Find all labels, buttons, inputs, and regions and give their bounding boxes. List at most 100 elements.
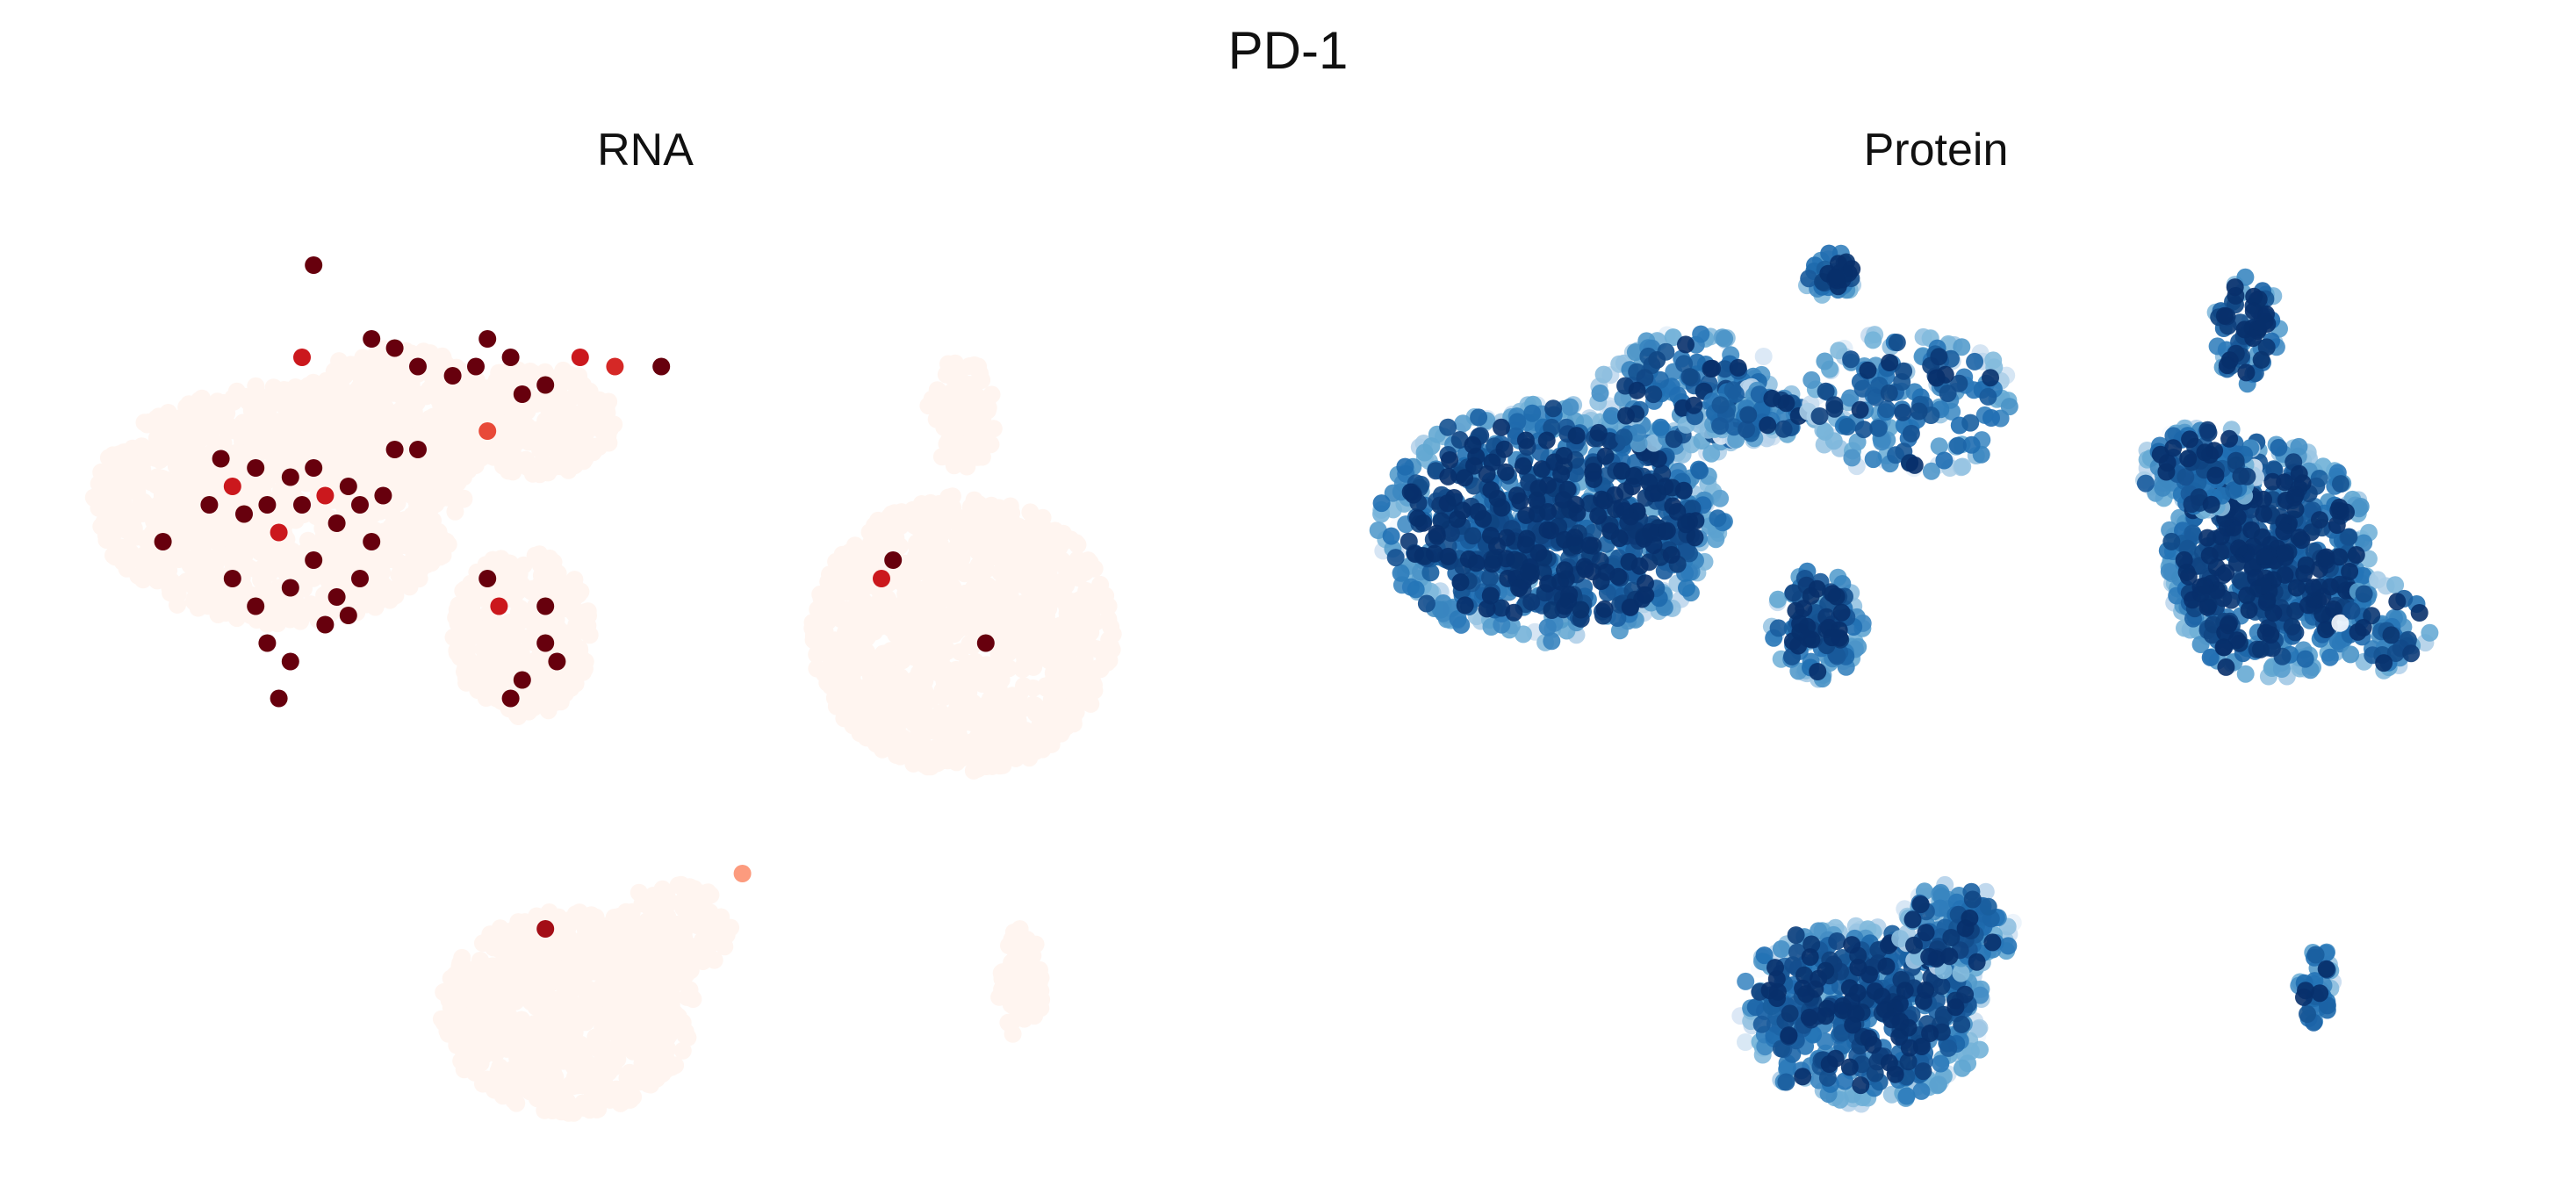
rna-background-point [808,659,826,678]
rna-background-point [963,698,982,716]
rna-background-point [1051,550,1069,568]
rna-background-point [458,426,477,444]
rna-background-point [483,616,500,635]
rna-background-point [608,976,627,995]
figure-title: PD-1 [1228,21,1349,80]
rna-background-point [572,379,591,397]
rna-background-point [466,1026,484,1045]
rna-background-point [431,548,450,566]
rna-background-point [511,600,529,617]
rna-expressing-point [270,689,288,708]
rna-expressing-point [976,634,995,652]
rna-background-point [994,963,1011,982]
rna-background-point [904,642,923,659]
rna-background-point [910,500,928,519]
rna-background-point [881,642,900,660]
rna-expressing-point [293,349,311,366]
rna-background-point [397,484,415,502]
rna-background-point [917,690,935,708]
rna-background-point [966,654,984,673]
rna-background-point [576,450,594,468]
rna-background-point [573,655,592,673]
rna-background-point [150,444,169,463]
rna-expressing-point [536,920,555,938]
rna-background-point [533,974,551,992]
rna-expressing-point [212,450,230,468]
rna-background-point [927,410,946,428]
rna-background-point [959,520,977,538]
rna-expressing-point [305,459,323,477]
rna-background-point [469,681,487,700]
rna-expressing-point [467,357,485,376]
rna-background-point [1059,664,1077,682]
rna-background-point [482,681,500,700]
rna-background-point [1043,651,1061,669]
rna-background-point [919,594,938,613]
rna-background-point [351,419,370,437]
rna-background-point [348,460,366,478]
rna-background-point [1006,698,1025,716]
rna-background-point [860,523,879,542]
rna-background-point [90,499,108,517]
rna-background-point [169,550,188,568]
rna-background-point [947,660,965,679]
rna-background-point [97,525,116,543]
rna-background-point [320,467,337,486]
rna-background-point [518,417,536,435]
rna-background-point [1054,572,1073,591]
rna-background-point [1022,572,1040,590]
rna-background-point [701,937,718,955]
rna-background-point [695,920,714,939]
rna-background-point [312,389,330,407]
rna-expressing-point [443,367,462,385]
rna-background-point [1007,749,1025,767]
rna-background-point [1037,730,1054,749]
rna-background-point [532,551,550,569]
rna-background-point [314,412,333,430]
rna-background-point [950,727,968,745]
rna-background-point [263,414,282,432]
rna-background-point [105,475,123,493]
rna-background-point [898,588,916,607]
rna-background-point [342,544,360,563]
rna-background-point [617,1015,636,1033]
rna-background-point [351,441,370,459]
rna-background-point [200,400,219,419]
rna-background-point [458,601,477,619]
rna-background-point [576,1071,594,1089]
rna-background-point [190,512,208,530]
rna-expressing-point [247,459,265,477]
rna-background-point [1065,615,1083,633]
rna-background-point [518,955,536,974]
rna-background-point [893,651,911,670]
rna-background-point [202,466,220,485]
rna-background-point [145,512,163,530]
rna-expressing-point [733,865,752,882]
rna-background-point [1033,990,1051,1009]
rna-background-point [504,454,522,472]
rna-expressing-point [327,588,346,606]
rna-background-point [1086,613,1105,631]
rna-expressing-point [223,478,241,495]
rna-background-point [549,565,567,583]
rna-expressing-point [247,597,265,615]
rna-background-point [558,918,577,937]
rna-background-point [996,579,1014,598]
rna-background-point [1006,951,1025,969]
rna-expressing-point [501,349,520,366]
rna-background-point [635,1067,653,1085]
rna-background-point [900,619,918,637]
rna-background-point [200,552,219,571]
rna-background-point [913,752,932,770]
rna-background-point [571,903,588,922]
rna-background-point [981,746,999,764]
rna-background-point [409,523,428,542]
rna-expressing-point [385,339,404,357]
rna-background-point [910,664,928,682]
rna-background-point [449,615,467,633]
rna-background-point [446,502,464,521]
rna-background-point [396,465,414,483]
rna-background-point [558,945,576,963]
rna-background-point [227,609,246,628]
rna-background-point [701,903,719,922]
